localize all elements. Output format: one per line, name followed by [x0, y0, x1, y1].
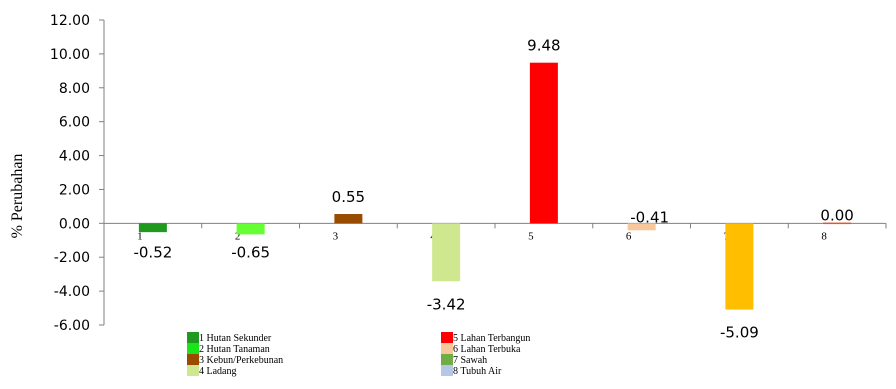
data-label: 0.55	[332, 188, 365, 206]
y-tick-label: -2.00	[54, 250, 90, 266]
y-axis-label: % Perubahan	[9, 154, 26, 239]
y-tick-label: 12.00	[50, 13, 90, 29]
legend-label: 7 Sawah	[453, 355, 487, 366]
y-tick-label: 6.00	[59, 115, 90, 131]
bar	[627, 223, 656, 231]
legend-label: 2 Hutan Tanaman	[199, 344, 270, 355]
data-label: -0.52	[133, 243, 172, 261]
y-tick-label: -4.00	[54, 284, 90, 300]
data-label: -0.65	[231, 243, 270, 261]
legend-swatch	[441, 365, 453, 376]
legend-label: 3 Kebun/Perkebunan	[199, 355, 283, 366]
category-label: 3	[333, 230, 339, 242]
bars-group: -0.52 -0.65 0.55 -3.42 9.48 -0.41 -5.09 0.00	[133, 37, 853, 342]
bar	[236, 223, 265, 235]
y-tick-label: 8.00	[59, 81, 90, 97]
bar	[529, 62, 558, 224]
category-label: 1	[137, 230, 143, 242]
data-label: 9.48	[527, 37, 560, 55]
bar	[823, 222, 852, 225]
bar	[725, 223, 754, 310]
bar	[334, 214, 363, 224]
legend-swatch	[441, 343, 453, 354]
bar	[138, 223, 167, 233]
legend-label: 6 Lahan Terbuka	[453, 344, 521, 355]
legend-swatch	[187, 354, 199, 365]
legend-swatch	[441, 332, 453, 343]
legend-label: 4 Ladang	[199, 366, 237, 377]
data-label: -3.42	[427, 295, 466, 313]
legend-swatch	[187, 332, 199, 343]
data-label: 0.00	[820, 206, 853, 224]
bar	[432, 223, 461, 282]
data-label: -5.09	[720, 324, 759, 342]
legend-label: 8 Tubuh Air	[453, 366, 502, 377]
legend-label: 1 Hutan Sekunder	[199, 333, 272, 344]
legend-swatch	[441, 354, 453, 365]
category-label: 8	[821, 230, 827, 242]
y-tick-label: 0.00	[59, 216, 90, 232]
category-label: 2	[235, 230, 241, 242]
legend-swatch	[187, 343, 199, 354]
category-label: 5	[528, 230, 534, 242]
axes: 12.0010.008.006.004.002.000.00-2.00-4.00…	[50, 13, 887, 334]
legend-label: 5 Lahan Terbangun	[453, 333, 530, 344]
y-tick-label: 4.00	[59, 149, 90, 165]
data-label: -0.41	[630, 208, 669, 226]
y-tick-label: 10.00	[50, 47, 90, 63]
y-tick-label: -6.00	[54, 318, 90, 334]
legend-swatch	[187, 365, 199, 376]
category-label: 6	[626, 230, 632, 242]
y-tick-label: 2.00	[59, 182, 90, 198]
